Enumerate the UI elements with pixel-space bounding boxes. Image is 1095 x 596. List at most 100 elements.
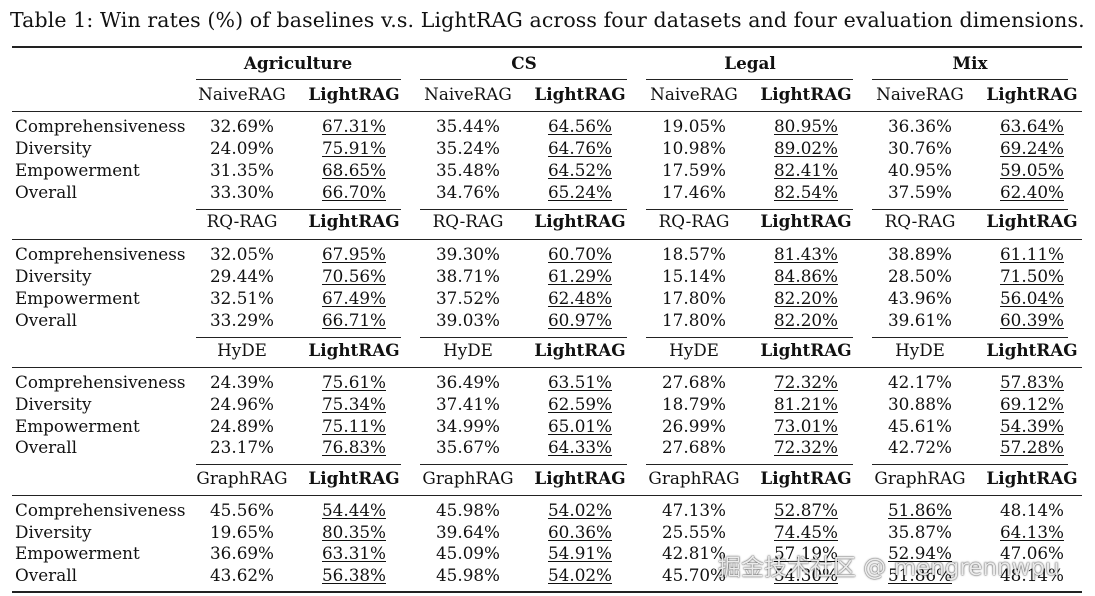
lightrag-header: LightRAG [534, 84, 626, 104]
value-cell: 40.95% [888, 160, 952, 180]
baseline-header: GraphRAG [648, 468, 740, 488]
value-cell: 59.05% [1000, 160, 1064, 180]
value-cell: 57.83% [1000, 372, 1064, 392]
value-cell: 27.68% [662, 437, 726, 457]
value-cell: 72.32% [774, 372, 838, 392]
dataset-cmidrule [196, 79, 401, 80]
value-cell: 69.24% [1000, 138, 1064, 158]
value-cell: 39.30% [436, 244, 500, 264]
value-cell: 54.91% [548, 543, 612, 563]
value-cell: 70.56% [322, 266, 386, 286]
value-cell: 33.30% [210, 182, 274, 202]
value-cell: 63.31% [322, 543, 386, 563]
value-cell: 33.29% [210, 310, 274, 330]
value-cell: 37.59% [888, 182, 952, 202]
value-cell: 89.02% [774, 138, 838, 158]
metric-label: Diversity [15, 394, 92, 414]
value-cell: 43.96% [888, 288, 952, 308]
dataset-cmidrule [872, 79, 1068, 80]
value-cell: 18.57% [662, 244, 726, 264]
value-cell: 67.31% [322, 116, 386, 136]
value-cell: 45.61% [888, 416, 952, 436]
value-cell: 35.44% [436, 116, 500, 136]
value-cell: 45.70% [662, 565, 726, 585]
value-cell: 80.35% [322, 522, 386, 542]
dataset-header: Mix [952, 53, 988, 73]
value-cell: 43.62% [210, 565, 274, 585]
value-cell: 67.95% [322, 244, 386, 264]
metric-label: Diversity [15, 266, 92, 286]
top-rule [12, 46, 1082, 48]
value-cell: 63.51% [548, 372, 612, 392]
block-cmidrule [872, 209, 1068, 210]
lightrag-header: LightRAG [534, 340, 626, 360]
baseline-header: NaiveRAG [650, 84, 738, 104]
value-cell: 48.14% [1000, 565, 1064, 585]
value-cell: 61.11% [1000, 244, 1064, 264]
value-cell: 35.24% [436, 138, 500, 158]
block-cmidrule [872, 337, 1068, 338]
value-cell: 24.89% [210, 416, 274, 436]
value-cell: 69.12% [1000, 394, 1064, 414]
value-cell: 35.87% [888, 522, 952, 542]
metric-label: Empowerment [15, 416, 140, 436]
value-cell: 73.01% [774, 416, 838, 436]
lightrag-header: LightRAG [760, 84, 852, 104]
lightrag-header: LightRAG [760, 340, 852, 360]
dataset-header: CS [511, 53, 537, 73]
value-cell: 29.44% [210, 266, 274, 286]
value-cell: 23.17% [210, 437, 274, 457]
value-cell: 62.40% [1000, 182, 1064, 202]
value-cell: 75.11% [322, 416, 386, 436]
lightrag-header: LightRAG [986, 340, 1078, 360]
block-cmidrule [646, 209, 853, 210]
value-cell: 39.61% [888, 310, 952, 330]
value-cell: 60.70% [548, 244, 612, 264]
value-cell: 64.56% [548, 116, 612, 136]
value-cell: 24.96% [210, 394, 274, 414]
value-cell: 42.72% [888, 437, 952, 457]
metric-label: Empowerment [15, 288, 140, 308]
bottom-rule [12, 591, 1082, 593]
value-cell: 56.38% [322, 565, 386, 585]
value-cell: 38.71% [436, 266, 500, 286]
value-cell: 32.69% [210, 116, 274, 136]
baseline-header: NaiveRAG [424, 84, 512, 104]
value-cell: 28.50% [888, 266, 952, 286]
value-cell: 18.79% [662, 394, 726, 414]
value-cell: 80.95% [774, 116, 838, 136]
value-cell: 30.88% [888, 394, 952, 414]
value-cell: 15.14% [662, 266, 726, 286]
value-cell: 45.98% [436, 565, 500, 585]
value-cell: 75.61% [322, 372, 386, 392]
block-cmidrule [420, 209, 627, 210]
block-cmidrule [872, 464, 1068, 465]
block-midrule [12, 111, 1082, 112]
value-cell: 39.03% [436, 310, 500, 330]
value-cell: 36.49% [436, 372, 500, 392]
baseline-header: HyDE [443, 340, 493, 360]
value-cell: 64.13% [1000, 522, 1064, 542]
value-cell: 17.59% [662, 160, 726, 180]
value-cell: 66.71% [322, 310, 386, 330]
block-cmidrule [196, 464, 401, 465]
value-cell: 68.65% [322, 160, 386, 180]
value-cell: 34.76% [436, 182, 500, 202]
dataset-header: Legal [724, 53, 776, 73]
value-cell: 24.39% [210, 372, 274, 392]
value-cell: 24.09% [210, 138, 274, 158]
value-cell: 54.02% [548, 500, 612, 520]
metric-label: Overall [15, 437, 77, 457]
watermark: 掘金技术社区 @ mengrennwpu [718, 555, 1060, 581]
block-cmidrule [420, 337, 627, 338]
lightrag-header: LightRAG [760, 468, 852, 488]
value-cell: 19.65% [210, 522, 274, 542]
value-cell: 82.54% [774, 182, 838, 202]
value-cell: 64.33% [548, 437, 612, 457]
value-cell: 34.99% [436, 416, 500, 436]
value-cell: 26.99% [662, 416, 726, 436]
dataset-cmidrule [646, 79, 853, 80]
block-midrule [12, 495, 1082, 496]
baseline-header: RQ-RAG [206, 211, 278, 231]
value-cell: 82.20% [774, 288, 838, 308]
